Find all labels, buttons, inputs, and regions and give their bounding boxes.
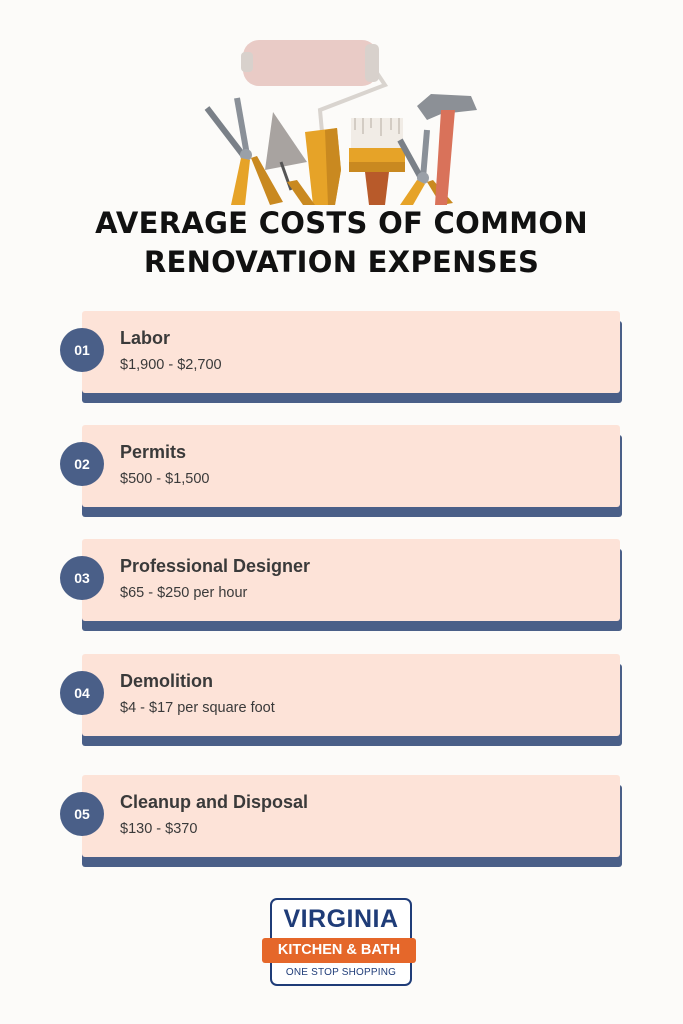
number-badge: 01 <box>60 328 104 372</box>
page-title: AVERAGE COSTS OF COMMON RENOVATION EXPEN… <box>0 204 683 282</box>
expense-card <box>82 539 620 621</box>
expense-price: $1,900 - $2,700 <box>120 357 222 373</box>
brand-logo: VIRGINIA KITCHEN & BATH ONE STOP SHOPPIN… <box>262 898 416 986</box>
pliers-icon <box>204 97 283 205</box>
paint-roller-icon <box>241 40 389 205</box>
expense-price: $500 - $1,500 <box>120 471 210 487</box>
trowel-icon <box>265 112 315 205</box>
expense-item-demolition: 04 Demolition $4 - $17 per square foot <box>60 654 625 749</box>
number-badge: 02 <box>60 442 104 486</box>
expense-card <box>82 775 620 857</box>
expense-item-cleanup-and-disposal: 05 Cleanup and Disposal $130 - $370 <box>60 775 625 870</box>
logo-line-kitchen-bath: KITCHEN & BATH <box>262 938 416 963</box>
expense-card <box>82 425 620 507</box>
expense-name: Demolition <box>120 671 213 691</box>
expense-name: Labor <box>120 328 171 348</box>
expense-card <box>82 654 620 736</box>
hammer-icon <box>417 94 477 205</box>
number-badge: 04 <box>60 671 104 715</box>
title-line-1: AVERAGE COSTS OF COMMON <box>95 206 588 240</box>
expense-price: $65 - $250 per hour <box>120 585 248 601</box>
renovation-tools-illustration <box>204 40 477 205</box>
number-badge: 05 <box>60 792 104 836</box>
expense-item-professional-designer: 03 Professional Designer $65 - $250 per … <box>60 539 625 634</box>
expense-price: $130 - $370 <box>120 821 198 837</box>
expense-item-labor: 01 Labor $1,900 - $2,700 <box>60 311 625 406</box>
paint-brush-icon <box>349 118 405 205</box>
expense-name: Permits <box>120 442 187 462</box>
logo-line-virginia: VIRGINIA <box>283 905 399 933</box>
expense-name: Professional Designer <box>120 556 311 576</box>
logo-tagline: ONE STOP SHOPPING <box>285 967 397 978</box>
number-badge: 03 <box>60 556 104 600</box>
expense-item-permits: 02 Permits $500 - $1,500 <box>60 425 625 520</box>
title-line-2: RENOVATION EXPENSES <box>143 245 540 279</box>
expense-name: Cleanup and Disposal <box>120 792 309 812</box>
expense-card <box>82 311 620 393</box>
expense-price: $4 - $17 per square foot <box>120 700 275 716</box>
